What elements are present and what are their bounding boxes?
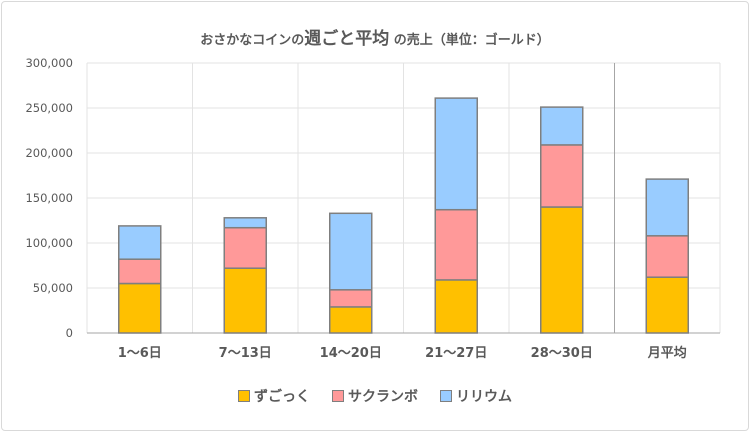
legend-swatch bbox=[440, 390, 452, 402]
legend-swatch bbox=[332, 390, 344, 402]
y-tick-label: 100,000 bbox=[25, 236, 73, 250]
bar-segment bbox=[645, 235, 689, 278]
legend-label: サクランボ bbox=[348, 389, 418, 405]
title-suffix: の売上（単位：ゴールド） bbox=[393, 33, 550, 48]
bar-segment bbox=[645, 178, 689, 237]
legend-swatch bbox=[238, 390, 250, 402]
bar-segment bbox=[645, 276, 689, 334]
y-tick-label: 300,000 bbox=[25, 56, 73, 70]
bar-segment bbox=[540, 206, 584, 334]
y-tick-label: 0 bbox=[66, 326, 73, 340]
chart-title: おさかなコインの週ごと平均 の売上（単位：ゴールド） bbox=[0, 24, 750, 49]
legend-label: ずごっく bbox=[254, 389, 310, 405]
title-prefix: おさかなコインの bbox=[200, 33, 305, 48]
bar-segment bbox=[118, 258, 162, 285]
bar-segment bbox=[118, 282, 162, 334]
bar-segment bbox=[329, 212, 373, 291]
legend-item: ずごっく bbox=[238, 386, 310, 406]
bar-segment bbox=[223, 226, 267, 269]
bar-segment bbox=[223, 217, 267, 229]
bar-segment bbox=[434, 279, 478, 334]
x-category-label: 月平均 bbox=[647, 345, 687, 361]
y-tick-label: 250,000 bbox=[25, 101, 73, 115]
title-emphasis: 週ごと平均 bbox=[304, 29, 390, 49]
legend-item: リリウム bbox=[440, 386, 512, 406]
x-category-label: 21～27日 bbox=[425, 346, 487, 361]
y-tick-label: 150,000 bbox=[25, 191, 73, 205]
bar-segment bbox=[329, 289, 373, 308]
x-category-label: 7～13日 bbox=[219, 346, 272, 361]
bar-segment bbox=[434, 97, 478, 211]
x-category-label: 1～6日 bbox=[118, 346, 162, 361]
y-tick-label: 200,000 bbox=[25, 146, 73, 160]
x-category-label: 14～20日 bbox=[320, 346, 382, 361]
bar-segment bbox=[540, 106, 584, 146]
bar-segment bbox=[540, 144, 584, 208]
bar-segment bbox=[434, 208, 478, 281]
bar-segment bbox=[118, 225, 162, 260]
x-category-label: 28～30日 bbox=[531, 346, 593, 361]
bar-segment bbox=[223, 267, 267, 334]
y-tick-label: 50,000 bbox=[33, 281, 73, 295]
legend-label: リリウム bbox=[456, 389, 512, 405]
legend: ずごっく サクランボ リリウム bbox=[0, 386, 750, 406]
legend-item: サクランボ bbox=[332, 386, 418, 406]
bar-segment bbox=[329, 306, 373, 334]
